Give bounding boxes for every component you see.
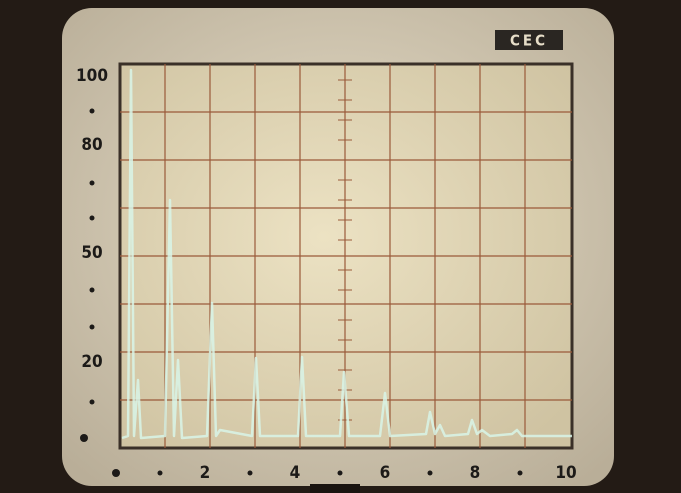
- y-label: 20: [81, 352, 102, 372]
- y-label: 100: [76, 66, 108, 86]
- x-label: 6: [380, 463, 391, 483]
- x-label: 4: [290, 463, 301, 483]
- x-label: 2: [200, 463, 211, 483]
- logo: CEC: [510, 32, 548, 50]
- y-label: 50: [81, 243, 102, 263]
- photo: CEC 100 80 50 20 2 4 6 8 10: [0, 0, 681, 493]
- y-label: 80: [81, 135, 102, 155]
- knob-slot: [310, 484, 360, 493]
- x-label: 10: [555, 463, 576, 483]
- x-label: 8: [470, 463, 481, 483]
